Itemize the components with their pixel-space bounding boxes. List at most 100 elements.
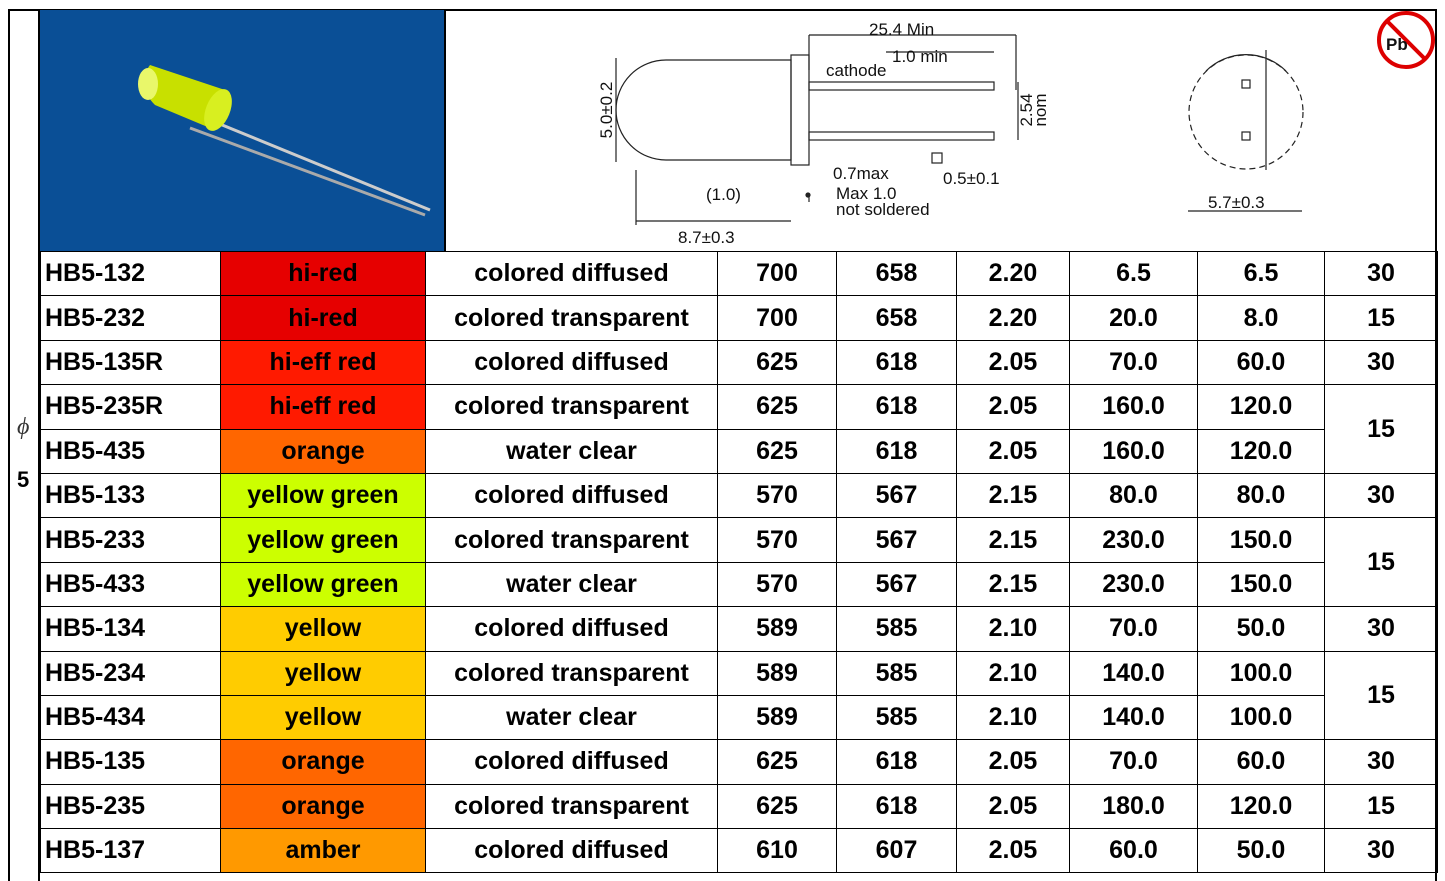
cell: 610 [717,828,837,874]
cell: 2.05 [956,339,1070,386]
cell: 589 [717,650,837,696]
side-column: ϕ 5 [8,9,40,881]
table-row: HB5-135 orange colored diffused 625 618 2.05 7… [40,739,1438,785]
cell: 2.15 [956,472,1070,519]
part-number: HB5-235R [40,384,221,430]
cell: colored diffused [425,472,718,519]
cell: 589 [717,606,837,652]
cell: 30 [1324,828,1438,874]
cell: 2.05 [956,828,1070,874]
dim-text: 5.7±0.3 [1208,193,1265,212]
cell: 585 [836,606,957,652]
color-cell: orange [220,428,426,474]
dim-text: cathode [826,61,887,80]
color-cell: amber [220,828,426,874]
cell: 50.0 [1197,828,1325,874]
cell: 100.0 [1197,650,1325,696]
cell: 8.0 [1197,295,1325,341]
cell: 230.0 [1069,517,1198,563]
cell: 30 [1324,250,1438,297]
table-row: HB5-135R hi-eff red colored diffused 625 618… [40,339,1438,386]
cell: 6.5 [1069,250,1198,297]
table-row: HB5-435 orange water clear 625 618 2.05 160.0 1… [40,428,1438,474]
part-number: HB5-434 [40,694,221,741]
drawing-svg: 25.4 Min 1.0 min cathode 5.0±0.2 2.54 no… [597,11,1435,247]
cell: 120.0 [1197,384,1325,430]
cell: colored transparent [425,783,718,830]
cell: 700 [717,295,837,341]
cell: 625 [717,384,837,430]
cell: 30 [1324,472,1438,519]
dim-text: 8.7±0.3 [678,228,735,247]
cell: 80.0 [1197,472,1325,519]
cell: 50.0 [1197,606,1325,652]
cell: 700 [717,250,837,297]
spec-table: HB5-132 hi-red colored diffused 700 658 2.20 6… [40,250,1438,874]
led-photo [40,10,444,251]
cell: 585 [836,694,957,741]
size-label: 5 [17,467,30,492]
part-number: HB5-233 [40,517,221,563]
cell: colored diffused [425,828,718,874]
cell: 607 [836,828,957,874]
cell: 15 [1324,295,1438,341]
table-row: HB5-137 amber colored diffused 610 607 2.05 60… [40,828,1438,874]
color-cell: yellow green [220,517,426,563]
dim-text: (1.0) [706,185,741,204]
color-cell: hi-red [220,295,426,341]
cell: 80.0 [1069,472,1198,519]
cell: 658 [836,295,957,341]
cell: 2.15 [956,561,1070,608]
cell: 60.0 [1069,828,1198,874]
dimension-drawing: 25.4 Min 1.0 min cathode 5.0±0.2 2.54 no… [444,10,1437,251]
dim-text: Max 1.0 [836,184,896,203]
cell: 2.10 [956,694,1070,741]
color-cell: hi-red [220,250,426,297]
part-number: HB5-133 [40,472,221,519]
table-row: HB5-235R hi-eff red colored transparent 625… [40,384,1438,474]
table-row: HB5-235 orange colored transparent 625 618 2.… [40,783,1438,830]
dim-text: 1.0 min [892,47,948,66]
cell: 625 [717,783,837,830]
cell: 2.15 [956,517,1070,563]
cell: 70.0 [1069,606,1198,652]
part-number: HB5-435 [40,428,221,474]
cell: 30 [1324,339,1438,386]
cell: 2.05 [956,783,1070,830]
table-row: HB5-134 yellow colored diffused 589 585 2.10 7… [40,606,1438,652]
cell: 570 [717,561,837,608]
cell: 70.0 [1069,339,1198,386]
cell: 140.0 [1069,694,1198,741]
cell: colored diffused [425,339,718,386]
part-number: HB5-134 [40,606,221,652]
color-cell: orange [220,739,426,785]
cell: 120.0 [1197,428,1325,474]
cell: 140.0 [1069,650,1198,696]
cell: 618 [836,428,957,474]
cell: 585 [836,650,957,696]
cell: 2.20 [956,250,1070,297]
cell: 2.10 [956,650,1070,696]
cell: 15 [1324,384,1438,474]
color-cell: yellow [220,694,426,741]
cell: 160.0 [1069,428,1198,474]
dim-text: nom [1031,93,1050,126]
color-cell: hi-eff red [220,384,426,430]
cell: colored transparent [425,517,718,563]
part-number: HB5-234 [40,650,221,696]
cell: 100.0 [1197,694,1325,741]
pb-mark: Pb [1386,35,1408,54]
cell: 6.5 [1197,250,1325,297]
cell: 589 [717,694,837,741]
cell: 30 [1324,739,1438,785]
cell: colored transparent [425,650,718,696]
table-row: HB5-234 yellow colored transparent 589 585 2.… [40,650,1438,741]
cell: 15 [1324,783,1438,830]
cell: 567 [836,517,957,563]
cell: water clear [425,428,718,474]
cell: 160.0 [1069,384,1198,430]
part-number: HB5-232 [40,295,221,341]
cell: 15 [1324,517,1438,608]
cell: 60.0 [1197,739,1325,785]
